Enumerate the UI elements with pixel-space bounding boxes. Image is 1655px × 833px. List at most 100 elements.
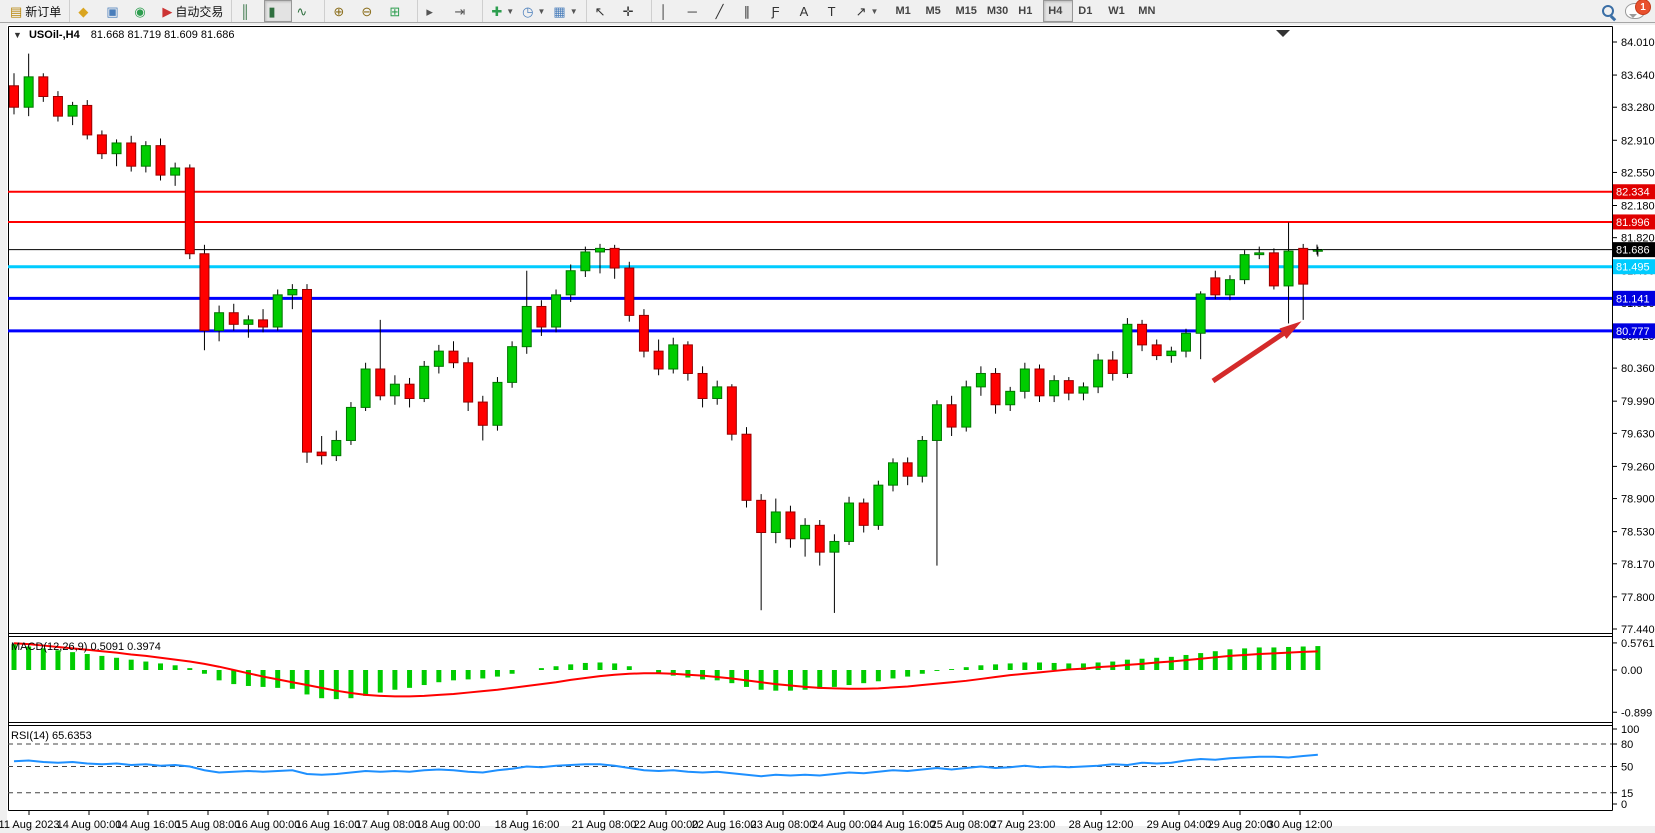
crosshair-icon: ✛	[622, 3, 634, 19]
auto-scroll-button[interactable]: ▸	[422, 0, 450, 22]
auto-trading-button[interactable]: ▶ 自动交易	[158, 0, 227, 22]
strategy-tester-icon: ◉	[134, 3, 146, 19]
toolbar-group-scroll: ▸ ⇥	[417, 0, 482, 22]
text-label-icon: T	[827, 3, 836, 19]
periods-icon: ◷	[522, 3, 534, 19]
chart-shift-button[interactable]: ⇥	[450, 0, 478, 22]
time-tick-label: 29 Aug 20:00	[1208, 819, 1273, 831]
time-tick-label: 15 Aug 08:00	[176, 819, 241, 831]
vertical-line-icon: │	[659, 3, 668, 19]
toolbar-right: 1	[1600, 0, 1653, 20]
macd-indicator-label: MACD(12,26,9) 0.5091 0.3974	[11, 641, 161, 653]
bar-chart-button[interactable]: ║	[236, 0, 264, 22]
timeframe-d1-button[interactable]: D1	[1078, 5, 1093, 17]
timeframe-mn-button[interactable]: MN	[1138, 5, 1156, 17]
rsi-axis-label: 100	[1621, 724, 1639, 736]
rsi-axis-label: 15	[1621, 788, 1633, 800]
templates-button[interactable]: ▦ ▼	[549, 0, 581, 22]
chevron-down-icon: ▼	[870, 6, 879, 16]
cursor-icon: ↖	[594, 3, 606, 19]
time-tick-label: 17 Aug 08:00	[356, 819, 421, 831]
toolbar-group-panels: ◆ ▣ ◉ ▶ 自动交易	[69, 0, 231, 22]
price-tick-label: 83.640	[1621, 70, 1655, 82]
timeframe-h1-button[interactable]: H1	[1018, 5, 1033, 17]
periods-button[interactable]: ◷ ▼	[518, 0, 549, 22]
text-icon: A	[799, 3, 809, 19]
time-tick-label: 18 Aug 16:00	[495, 819, 560, 831]
time-tick-label: 21 Aug 08:00	[572, 819, 637, 831]
rsi-line	[13, 753, 1318, 778]
toolbar-group-draw: │ ─ ╱ ∥ Ƒ A T ↗ ▼	[650, 0, 887, 22]
price-tick-label: 84.010	[1621, 37, 1655, 49]
text-button[interactable]: A	[796, 0, 824, 22]
notifications-icon[interactable]: 1	[1625, 0, 1651, 19]
market-watch-icon: ◆	[78, 3, 89, 19]
tile-windows-button[interactable]: ⊞	[385, 0, 413, 22]
timeframe-m1-button[interactable]: M1	[895, 5, 911, 17]
price-level-badge-label: 81.495	[1616, 262, 1650, 274]
text-label-button[interactable]: T	[824, 0, 852, 22]
strategy-tester-button[interactable]: ◉	[130, 0, 158, 22]
auto-trading-icon: ▶	[162, 3, 173, 19]
candlestick-chart-button[interactable]: ▮	[264, 0, 293, 22]
macd-signal-line	[13, 642, 1318, 698]
horizontal-line-button[interactable]: ─	[684, 0, 712, 22]
arrows-icon: ↗	[855, 3, 867, 19]
zoom-out-button[interactable]: ⊖	[357, 0, 385, 22]
arrows-button[interactable]: ↗ ▼	[852, 0, 883, 22]
price-level-badge-label: 81.141	[1616, 293, 1650, 305]
chart-shift-icon: ⇥	[454, 3, 466, 19]
bar-chart-icon: ║	[240, 3, 250, 19]
macd-axis-label: 0.00	[1621, 665, 1642, 677]
data-window-button[interactable]: ▣	[102, 0, 130, 22]
candlestick-chart-icon: ▮	[268, 3, 276, 19]
timeframe-h4-button[interactable]: H4	[1043, 0, 1074, 22]
new-order-button[interactable]: ▤ 新订单	[6, 0, 65, 22]
line-chart-button[interactable]: ∿	[292, 0, 320, 22]
new-order-button-label: 新订单	[25, 4, 62, 19]
candlestick-series	[9, 53, 1323, 613]
time-tick-label: 24 Aug 16:00	[871, 819, 936, 831]
macd-axis-label: -0.899	[1621, 707, 1652, 719]
chevron-down-icon: ▼	[569, 6, 578, 16]
zoom-in-button[interactable]: ⊕	[329, 0, 357, 22]
search-icon[interactable]	[1600, 3, 1617, 20]
rsi-indicator-label: RSI(14) 65.6353	[11, 730, 92, 742]
chevron-down-icon: ▼	[537, 6, 546, 16]
trendline-button[interactable]: ╱	[712, 0, 740, 22]
price-tick-label: 82.910	[1621, 135, 1655, 147]
annotations	[1211, 30, 1322, 384]
time-tick-label: 16 Aug 00:00	[236, 819, 301, 831]
price-tick-label: 80.360	[1621, 363, 1655, 375]
chart-window[interactable]: 84.010 83.640 83.280 82.910 82.550 82.180 81.8…	[0, 23, 1655, 833]
vertical-line-button[interactable]: │	[656, 0, 684, 22]
rsi-indicator: 100 80 50 150	[8, 724, 1639, 811]
crosshair-button[interactable]: ✛	[619, 0, 647, 22]
toolbar-group-zoom: ⊕ ⊖ ⊞	[324, 0, 417, 22]
price-level-badge-label: 80.777	[1616, 326, 1650, 338]
time-tick-label: 30 Aug 12:00	[1268, 819, 1333, 831]
timeframe-m15-button[interactable]: M15	[955, 5, 977, 17]
rsi-axis-label: 50	[1621, 762, 1633, 774]
fibonacci-button[interactable]: Ƒ	[768, 0, 796, 22]
price-tick-label: 79.630	[1621, 428, 1655, 440]
chart-canvas[interactable]: 84.010 83.640 83.280 82.910 82.550 82.180 81.8…	[0, 23, 1655, 833]
price-tick-label: 78.170	[1621, 559, 1655, 571]
timeframe-m5-button[interactable]: M5	[925, 5, 941, 17]
cursor-button[interactable]: ↖	[591, 0, 619, 22]
auto-scroll-icon: ▸	[426, 3, 433, 19]
timeframe-toolbar: M1 M5 M15 M30 H1 H4 D1 W1 MN	[886, 0, 1167, 22]
equidistant-channel-button[interactable]: ∥	[740, 0, 768, 22]
price-tick-label: 78.900	[1621, 494, 1655, 506]
horizontal-line-icon: ─	[687, 3, 697, 19]
price-tick-label: 81.820	[1621, 233, 1655, 245]
trend-arrow	[1211, 326, 1292, 384]
timeframe-w1-button[interactable]: W1	[1108, 5, 1125, 17]
rsi-axis-label: 0	[1621, 799, 1627, 811]
timeframe-m30-button[interactable]: M30	[986, 5, 1009, 17]
chart-collapse-icon[interactable]: ▼	[13, 30, 22, 40]
indicators-button[interactable]: ✚ ▼	[487, 0, 518, 22]
price-level-badge-label: 82.334	[1616, 187, 1650, 199]
market-watch-button[interactable]: ◆	[74, 0, 102, 22]
